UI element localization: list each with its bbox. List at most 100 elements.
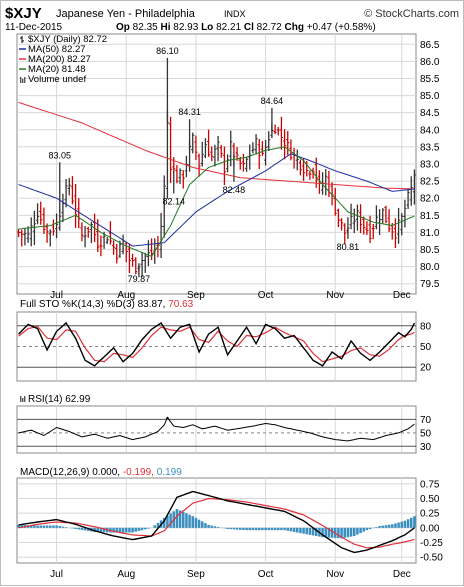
macd-hist-bar <box>74 528 77 529</box>
macd-hist-bar <box>366 528 369 530</box>
macd-hist-bar <box>141 528 144 530</box>
macd-hist-bar <box>397 523 400 528</box>
macd-hist-bar <box>290 528 293 532</box>
macd-hist-bar <box>407 519 410 528</box>
rsi-icon-bar <box>20 396 21 402</box>
macd-hist-bar <box>242 528 245 530</box>
macd-hist-bar <box>185 513 188 528</box>
macd-hist-bar <box>198 520 201 528</box>
macd-hist-bar <box>195 518 198 528</box>
exchange-label: INDX <box>224 9 246 19</box>
x-month-label: Sep <box>187 569 205 580</box>
macd-hist-bar <box>62 527 65 528</box>
sto-tick-label: 50 <box>420 342 432 353</box>
volume-icon-bar <box>24 77 25 83</box>
macd-hist-bar <box>71 528 74 529</box>
volume-icon-bar <box>22 79 23 83</box>
quote-date: 11-Dec-2015 <box>5 22 63 33</box>
macd-hist-bar <box>144 528 147 530</box>
x-month-label: Oct <box>258 569 274 580</box>
macd-hist-bar <box>302 528 305 534</box>
macd-hist-bar <box>65 527 68 528</box>
macd-hist-bar <box>125 528 128 533</box>
rsi-tick-label: 50 <box>420 428 432 439</box>
x-month-label: Nov <box>326 569 344 580</box>
macd-hist-bar <box>204 523 207 528</box>
x-month-label: Dec <box>393 290 411 301</box>
macd-legend: MACD(12,26,9) 0.000, -0.199, 0.199 <box>20 467 182 478</box>
x-month-label: Jul <box>50 569 63 580</box>
y-tick-label: -0.50 <box>420 553 443 564</box>
macd-hist-bar <box>252 528 255 530</box>
macd-hist-bar <box>283 528 286 530</box>
macd-hist-bar <box>264 528 267 530</box>
macd-hist-bar <box>378 526 381 528</box>
macd-hist-bar <box>233 528 236 530</box>
macd-hist-bar <box>343 528 346 538</box>
macd-hist-bar <box>394 523 397 527</box>
rsi-tick-label: 30 <box>420 442 432 453</box>
macd-hist-bar <box>169 513 172 527</box>
sto-tick-label: 80 <box>420 321 432 332</box>
y-tick-label: -0.25 <box>420 538 443 549</box>
macd-hist-bar <box>176 509 179 528</box>
macd-hist-bar <box>58 526 61 528</box>
y-tick-label: 0.25 <box>420 509 440 520</box>
macd-hist-bar <box>337 528 340 538</box>
macd-hist-bar <box>217 527 220 528</box>
sto-tick-label: 20 <box>420 363 432 374</box>
macd-hist-bar <box>388 525 391 528</box>
rsi-icon-bar <box>22 398 23 402</box>
extreme-value-label: 82.48 <box>223 185 246 195</box>
macd-hist-bar <box>305 528 308 534</box>
macd-hist-bar <box>226 528 229 529</box>
macd-hist-bar <box>261 528 264 530</box>
y-tick-label: 82.0 <box>420 194 440 205</box>
price-panel: 79.580.080.581.081.582.082.583.083.584.0… <box>17 34 440 301</box>
macd-hist-bar <box>214 526 217 528</box>
y-tick-label: 83.5 <box>420 142 440 153</box>
y-tick-label: 81.0 <box>420 228 440 239</box>
source-credit: © StockCharts.com <box>364 8 459 20</box>
y-tick-label: 86.0 <box>420 57 440 68</box>
y-tick-label: 0.00 <box>420 523 440 534</box>
extreme-value-label: 79.87 <box>128 274 151 284</box>
macd-hist-bar <box>201 521 204 527</box>
extreme-value-label: 83.05 <box>48 150 71 160</box>
macd-hist-bar <box>356 528 359 535</box>
macd-hist-bar <box>229 528 232 529</box>
macd-hist-bar <box>138 528 141 531</box>
y-tick-label: 82.5 <box>420 177 440 188</box>
macd-hist-bar <box>375 527 378 528</box>
macd-hist-bar <box>359 528 362 533</box>
rsi-legend: RSI(14) 62.99 <box>28 394 91 405</box>
macd-hist-bar <box>353 528 356 536</box>
extreme-value-label: 82.14 <box>162 196 185 206</box>
x-month-label: Aug <box>117 569 135 580</box>
macd-hist-bar <box>182 512 185 528</box>
macd-hist-bar <box>413 516 416 528</box>
macd-hist-bar <box>331 528 334 538</box>
macd-hist-bar <box>280 528 283 530</box>
legend-volume: Volume undef <box>28 74 86 85</box>
y-tick-label: 85.0 <box>420 91 440 102</box>
macd-hist-bar <box>131 528 134 533</box>
macd-hist-bar <box>404 521 407 528</box>
macd-hist-bar <box>147 528 150 529</box>
macd-hist-bar <box>207 525 210 528</box>
macd-hist-bar <box>55 525 58 527</box>
macd-hist-bar <box>248 528 251 530</box>
y-tick-label: 81.5 <box>420 211 440 222</box>
macd-hist-bar <box>274 528 277 530</box>
macd-hist-bar <box>299 528 302 533</box>
macd-hist-bar <box>239 528 242 530</box>
macd-hist-bar <box>81 528 84 530</box>
instrument-name: Japanese Yen - Philadelphia <box>56 8 196 20</box>
symbol-title: $XJY <box>5 5 42 22</box>
macd-hist-bar <box>350 528 353 537</box>
volume-icon-bar <box>20 77 21 83</box>
x-month-label: Dec <box>393 569 411 580</box>
